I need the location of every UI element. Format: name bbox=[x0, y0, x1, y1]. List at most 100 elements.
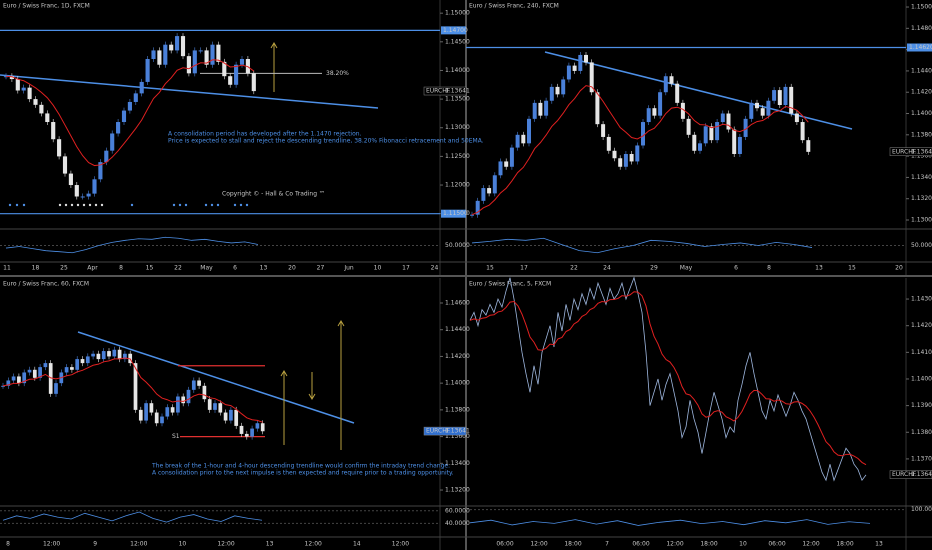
panel-title: Euro / Swiss Franc, 60, FXCM bbox=[3, 281, 89, 288]
dot bbox=[100, 203, 104, 207]
oscillator bbox=[471, 237, 813, 254]
candle bbox=[487, 188, 492, 194]
candle bbox=[198, 50, 203, 52]
candle bbox=[532, 102, 537, 119]
date-label: 29 bbox=[650, 265, 658, 272]
date-label: 6 bbox=[233, 265, 237, 272]
price-line bbox=[469, 276, 867, 482]
candle bbox=[145, 59, 150, 82]
candle bbox=[107, 351, 111, 357]
candle bbox=[777, 90, 782, 106]
candle bbox=[492, 175, 497, 194]
y-tick-label: 1.13400 bbox=[911, 174, 932, 181]
date-label: 27 bbox=[317, 265, 325, 272]
candle bbox=[646, 108, 651, 123]
date-label: 8 bbox=[6, 541, 10, 548]
panel-title: Euro / Swiss Franc, 240, FXCM bbox=[469, 3, 559, 10]
y-tick-label: 1.14000 bbox=[911, 375, 932, 382]
level-label: 1.14620 bbox=[909, 44, 932, 51]
candle bbox=[186, 56, 191, 74]
dot-markers bbox=[8, 203, 249, 207]
candle bbox=[112, 349, 117, 357]
arrow-head bbox=[270, 42, 278, 49]
candle bbox=[743, 118, 748, 137]
date-label: 12:00 bbox=[802, 541, 819, 548]
price-tag-label: 1.13641 bbox=[445, 428, 470, 435]
y-tick-label: 1.14500 bbox=[445, 38, 470, 45]
date-label: Apr bbox=[87, 265, 98, 272]
candle bbox=[629, 153, 634, 162]
date-label: 13 bbox=[266, 541, 274, 548]
annotation: A consolidation prior to the next impuls… bbox=[152, 470, 454, 477]
candle bbox=[91, 353, 95, 357]
date-label: 13 bbox=[815, 265, 823, 272]
candle bbox=[51, 122, 56, 140]
date-label: 7 bbox=[605, 541, 609, 548]
dot bbox=[76, 203, 80, 207]
arrow-head bbox=[337, 320, 345, 327]
candle bbox=[39, 104, 44, 114]
y-tick-label: 1.14400 bbox=[911, 67, 932, 74]
date-label: 12:00 bbox=[666, 541, 683, 548]
candle bbox=[601, 124, 606, 137]
candle bbox=[80, 196, 85, 198]
candle bbox=[149, 403, 154, 413]
osc-tick-label: 100.0000 bbox=[911, 506, 932, 513]
y-tick-label: 1.14600 bbox=[445, 299, 470, 306]
dot bbox=[245, 203, 249, 207]
moving-average bbox=[5, 59, 255, 167]
panel-title: Euro / Swiss Franc, 1D, FXCM bbox=[3, 3, 90, 10]
date-label: 10 bbox=[739, 541, 747, 548]
dot bbox=[88, 203, 92, 207]
candle bbox=[202, 385, 207, 400]
candle bbox=[45, 113, 50, 123]
y-tick-label: 1.13000 bbox=[445, 124, 470, 131]
candle bbox=[720, 113, 725, 123]
candle bbox=[133, 93, 138, 102]
y-tick-label: 1.13000 bbox=[911, 217, 932, 224]
date-label: 22 bbox=[174, 265, 182, 272]
candle bbox=[549, 86, 554, 101]
candle bbox=[255, 423, 260, 429]
candle bbox=[57, 139, 62, 157]
dot bbox=[94, 203, 98, 207]
candle bbox=[749, 102, 754, 119]
candle bbox=[222, 61, 227, 77]
candle bbox=[515, 134, 520, 148]
candle bbox=[1, 385, 5, 387]
candle bbox=[68, 173, 73, 186]
candle bbox=[698, 143, 702, 151]
y-tick-label: 1.13900 bbox=[911, 402, 932, 409]
candle bbox=[17, 376, 21, 384]
date-label: May bbox=[680, 265, 693, 272]
candle bbox=[544, 100, 549, 116]
candle bbox=[92, 179, 97, 194]
candle bbox=[117, 349, 122, 360]
date-label: 22 bbox=[570, 265, 578, 272]
candle bbox=[127, 101, 132, 111]
candle bbox=[22, 372, 27, 384]
candle bbox=[123, 353, 127, 360]
date-label: 25 bbox=[60, 265, 68, 272]
candle bbox=[163, 44, 168, 65]
date-label: 12:00 bbox=[130, 541, 147, 548]
candle bbox=[80, 359, 85, 364]
candle bbox=[121, 110, 127, 123]
candle bbox=[584, 54, 588, 63]
candle bbox=[555, 86, 560, 95]
y-tick-label: 1.15000 bbox=[911, 4, 932, 11]
y-tick-label: 1.14200 bbox=[911, 89, 932, 96]
oscillator bbox=[2, 511, 263, 523]
candle bbox=[251, 73, 256, 92]
candle bbox=[74, 185, 79, 197]
level-tag bbox=[907, 43, 932, 52]
arrow-head bbox=[280, 370, 288, 377]
candle bbox=[726, 113, 731, 130]
date-label: 24 bbox=[431, 265, 439, 272]
y-tick-label: 1.13800 bbox=[911, 429, 932, 436]
dot bbox=[184, 203, 188, 207]
candle bbox=[470, 214, 474, 216]
candle bbox=[612, 150, 617, 159]
date-label: 18 bbox=[32, 265, 40, 272]
